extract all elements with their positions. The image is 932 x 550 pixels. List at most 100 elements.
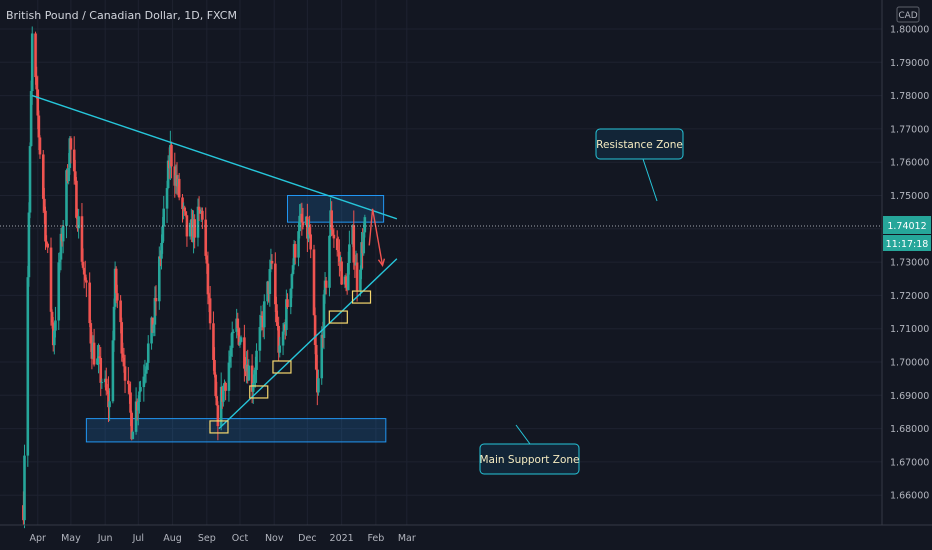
candle-up (96, 358, 99, 365)
candle-down (286, 299, 289, 308)
candle-down (129, 392, 132, 413)
lower-trendline[interactable] (218, 258, 398, 430)
price-tick-label: 1.75000 (890, 191, 929, 202)
support-callout[interactable]: Main Support Zone (479, 424, 580, 475)
candle-down (116, 293, 119, 301)
resistance-zone-label: Resistance Zone (596, 139, 683, 151)
candle-up (317, 378, 320, 393)
price-tick-label: 1.67000 (890, 457, 929, 468)
candle-down (81, 261, 85, 268)
candle-up (112, 306, 116, 341)
candle-down (237, 328, 241, 345)
candle-down (250, 365, 254, 392)
candle-down (121, 353, 125, 358)
candle-up (360, 242, 363, 270)
candle-down (46, 243, 49, 248)
candle-down (82, 267, 86, 275)
candle-down (49, 247, 53, 312)
touch-point-marker (272, 360, 292, 374)
candle-down (43, 198, 46, 211)
touch-point-marker (209, 420, 229, 434)
time-tick-label: Oct (232, 533, 249, 544)
resistance-callout[interactable]: Resistance Zone (595, 128, 684, 202)
candle-up (59, 233, 63, 260)
candle-down (355, 262, 359, 291)
candle-up (165, 188, 169, 209)
candle-down (277, 325, 280, 353)
candle-down (338, 251, 341, 262)
candle-up (254, 369, 257, 375)
candle-down (120, 322, 124, 354)
time-axis[interactable]: Apr May Jun Jul Aug Sep Oct Nov Dec 2021 Feb Mar (30, 533, 416, 544)
candle-up (348, 244, 351, 264)
candle-down (313, 315, 317, 345)
candle-down (331, 229, 335, 235)
candle-down (38, 137, 42, 155)
candle-up (153, 298, 157, 325)
candle-down (276, 322, 279, 326)
trendlines (32, 94, 398, 430)
candle-up (131, 431, 135, 440)
candle-down (215, 396, 219, 406)
candle-up (232, 331, 235, 333)
price-axis[interactable]: 1.66000 1.67000 1.68000 1.69000 1.70000 1.710… (890, 25, 929, 502)
candle-up (247, 365, 251, 381)
time-tick-label: 2021 (330, 533, 354, 544)
candle-down (201, 210, 204, 220)
upper-trendline[interactable] (32, 94, 398, 220)
candle-up (53, 330, 56, 346)
candle-down (99, 357, 103, 383)
candle-down (89, 323, 93, 344)
candle-up (262, 301, 266, 328)
candle-up (297, 231, 300, 258)
candle-down (213, 359, 216, 375)
candle-down (243, 337, 246, 369)
candle-up (160, 242, 163, 259)
candle-down (85, 280, 88, 283)
price-tick-label: 1.77000 (890, 124, 929, 135)
support-callout-pointer (515, 424, 531, 445)
candle-up (162, 208, 166, 227)
candle-down (106, 390, 109, 392)
candle-up (100, 382, 104, 384)
candle-up (144, 369, 148, 374)
time-tick-label: Nov (265, 533, 284, 544)
candle-up (227, 362, 231, 391)
candle-down (340, 261, 343, 285)
price-tick-label: 1.68000 (890, 424, 929, 435)
candle-down (88, 282, 91, 324)
resistance-callout-pointer (642, 158, 658, 202)
candle-down (128, 384, 131, 393)
candle-up (108, 401, 111, 408)
candle-up (143, 373, 147, 377)
candle-up (251, 383, 255, 392)
candle-down (50, 311, 54, 323)
candle-up (290, 274, 294, 289)
candle-up (281, 331, 285, 346)
candle-down (236, 318, 240, 329)
candle-up (268, 269, 272, 294)
candle-down (214, 374, 217, 397)
candle-down (260, 316, 264, 318)
price-tick-label: 1.72000 (890, 291, 929, 302)
candle-down (308, 227, 311, 235)
currency-badge[interactable]: CAD (896, 6, 920, 23)
candle-down (170, 145, 173, 167)
touch-point-marker (328, 310, 348, 324)
candle-down (352, 225, 356, 263)
candle-up (27, 212, 31, 278)
price-tick-label: 1.80000 (890, 25, 929, 36)
candle-down (74, 171, 77, 181)
candle-down (184, 211, 188, 216)
candles (22, 26, 367, 529)
candle-up (166, 160, 170, 189)
candle-up (253, 374, 256, 384)
time-tick-label: Mar (398, 533, 416, 544)
candle-down (130, 412, 133, 440)
candle-down (183, 207, 187, 212)
candle-up (363, 217, 367, 233)
main-support-zone (85, 418, 387, 443)
bar-countdown-label: 11:17:18 (886, 239, 929, 250)
